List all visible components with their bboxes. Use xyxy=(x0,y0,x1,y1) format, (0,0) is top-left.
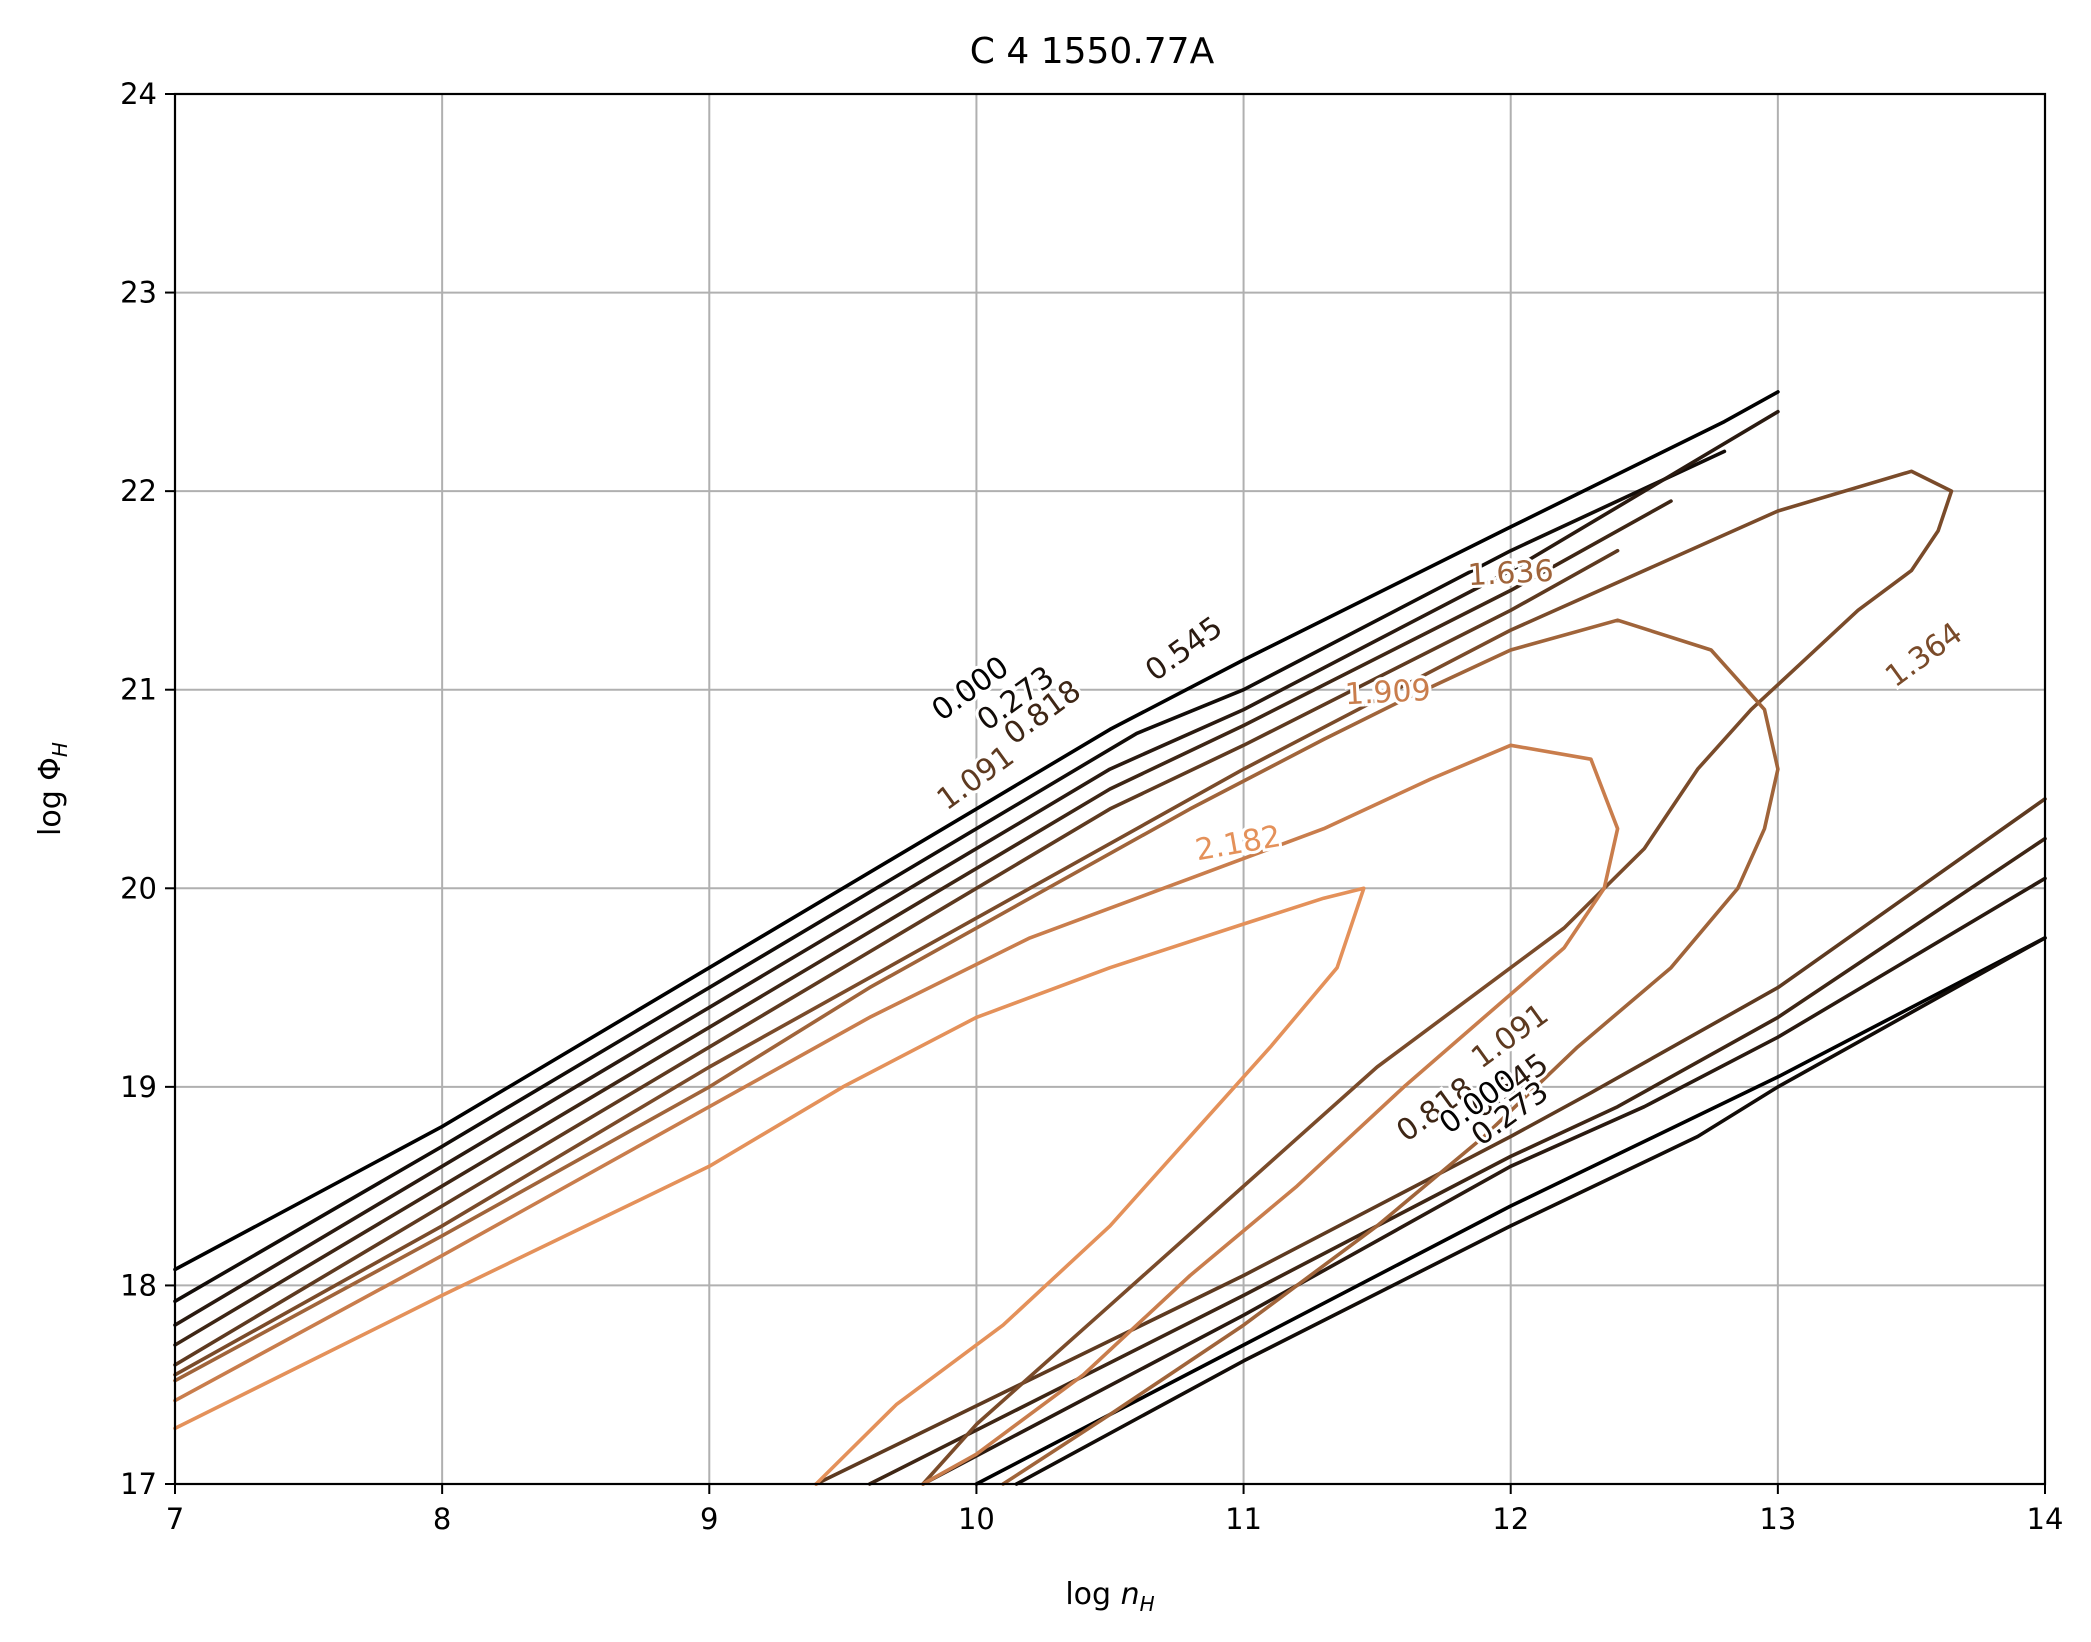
y-tick-label: 24 xyxy=(120,77,157,111)
y-tick-label: 23 xyxy=(120,276,157,310)
contour-line-0.000 xyxy=(974,936,2047,1486)
contour-line-0.273 xyxy=(1014,936,2047,1486)
contour-line-0.545 xyxy=(173,409,1780,1327)
y-tick-label: 20 xyxy=(120,871,157,905)
contour-lines xyxy=(173,390,2047,1486)
x-tick-label: 8 xyxy=(433,1502,451,1536)
x-tick-label: 10 xyxy=(958,1502,995,1536)
contour-line-1.091 xyxy=(814,797,2047,1486)
contour-line-0.273 xyxy=(173,449,1727,1304)
contour-line-1.364 xyxy=(173,469,1954,1486)
x-tick-label: 11 xyxy=(1225,1502,1262,1536)
y-tick-label: 22 xyxy=(120,474,157,508)
y-tick-label: 17 xyxy=(120,1467,157,1501)
y-tick-label: 21 xyxy=(120,673,157,707)
contour-line-1.636 xyxy=(173,618,1780,1486)
contour-label: 1.909 xyxy=(1344,673,1432,712)
y-axis-label: log ΦH xyxy=(33,742,72,836)
x-tick-label: 9 xyxy=(700,1502,718,1536)
chart-title: C 4 1550.77A xyxy=(970,31,1215,72)
plot-frame xyxy=(173,92,2047,1486)
x-tick-label: 14 xyxy=(2027,1502,2064,1536)
x-tick-label: 13 xyxy=(1759,1502,1796,1536)
contour-line-1.909 xyxy=(173,743,1620,1486)
x-tick-label: 7 xyxy=(166,1502,184,1536)
x-axis-label: log nH xyxy=(1065,1577,1154,1616)
x-tick-label: 12 xyxy=(1492,1502,1529,1536)
contour-line-0.545 xyxy=(921,876,2047,1486)
contour-line-0.000 xyxy=(173,390,1780,1272)
plot-area: 0.0000.2730.5450.8181.0911.6361.9092.182… xyxy=(120,77,2063,1536)
y-tick-label: 18 xyxy=(120,1268,157,1302)
contour-line-2.182 xyxy=(173,886,1366,1486)
y-ticks: 17 18 19 20 21 22 23 24 xyxy=(120,77,175,1501)
y-tick-label: 19 xyxy=(120,1070,157,1104)
x-ticks: 7 8 9 10 11 12 13 14 xyxy=(166,1484,2064,1536)
contour-line-0.818 xyxy=(867,836,2047,1486)
contour-line-1.091 xyxy=(173,548,1620,1367)
contour-label: 1.636 xyxy=(1467,554,1555,593)
contour-line-0.818 xyxy=(173,499,1673,1347)
